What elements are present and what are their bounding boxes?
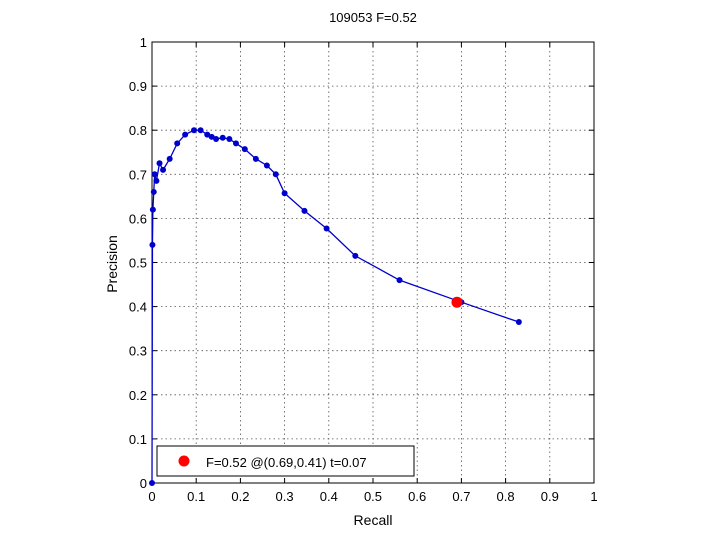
pr-curve-point (204, 131, 211, 138)
y-tick-label: 0.3 (129, 344, 147, 359)
pr-curve-point (232, 140, 239, 147)
pr-curve-point (149, 206, 156, 213)
x-tick-label: 0.5 (364, 489, 382, 504)
x-tick-label: 0.3 (276, 489, 294, 504)
pr-curve-point (197, 127, 204, 134)
y-tick-label: 0.6 (129, 211, 147, 226)
y-tick-label: 0.9 (129, 79, 147, 94)
pr-curve-point (323, 225, 330, 232)
x-tick-label: 0.9 (541, 489, 559, 504)
pr-curve-point (208, 133, 215, 140)
pr-curve-point (182, 131, 189, 138)
pr-curve-point (241, 146, 248, 153)
pr-curve-point (515, 319, 522, 326)
y-tick-label: 1 (140, 35, 147, 50)
y-tick-label: 0 (140, 476, 147, 491)
chart-title: 109053 F=0.52 (329, 10, 417, 25)
y-tick-label: 0.1 (129, 432, 147, 447)
x-tick-label: 0.8 (497, 489, 515, 504)
pr-curve-point (149, 241, 156, 248)
pr-curve-point (263, 162, 270, 169)
best-f-marker (451, 296, 463, 308)
pr-curve-point (219, 134, 226, 141)
pr-curve-point (174, 140, 181, 147)
x-tick-label: 0.6 (408, 489, 426, 504)
pr-curve-point (301, 207, 308, 214)
pr-curve-point (160, 166, 167, 173)
pr-curve-point (150, 188, 157, 195)
y-tick-label: 0.8 (129, 123, 147, 138)
legend-marker (178, 455, 190, 467)
series-curve (149, 127, 522, 486)
x-tick-label: 0.1 (187, 489, 205, 504)
pr-curve-point (272, 171, 279, 178)
grid (152, 42, 594, 483)
pr-curve-point (149, 480, 155, 486)
pr-curve-point (190, 127, 197, 134)
x-tick-label: 0 (148, 489, 155, 504)
x-axis-label: Recall (354, 512, 393, 528)
pr-curve-point (352, 252, 359, 259)
pr-curve-point (156, 160, 163, 167)
legend-box (156, 445, 415, 477)
x-tick-label: 0.7 (452, 489, 470, 504)
pr-curve-point (153, 177, 160, 184)
pr-curve-point (213, 136, 220, 143)
y-tick-label: 0.5 (129, 256, 147, 271)
y-tick-label: 0.4 (129, 300, 147, 315)
pr-curve-point (396, 277, 403, 284)
x-tick-label: 1 (590, 489, 597, 504)
pr-curve-point (252, 155, 259, 162)
x-tick-label: 0.4 (320, 489, 338, 504)
y-axis-label: Precision (104, 235, 120, 293)
x-tick-label: 0.2 (231, 489, 249, 504)
pr-curve-point (166, 155, 173, 162)
legend-label: F=0.52 @(0.69,0.41) t=0.07 (206, 455, 367, 470)
pr-curve-point (226, 136, 233, 143)
pr-curve-point (281, 190, 288, 197)
y-tick-label: 0.2 (129, 388, 147, 403)
legend: F=0.52 @(0.69,0.41) t=0.07 (156, 445, 415, 477)
axes: 0 0.1 0.2 0.3 0.4 0.5 0.6 0.7 0.8 0.9 1 0 0.1 0.2 0.3 0… (129, 35, 598, 504)
y-tick-label: 0.7 (129, 167, 147, 182)
pr-curve-point (151, 171, 158, 178)
